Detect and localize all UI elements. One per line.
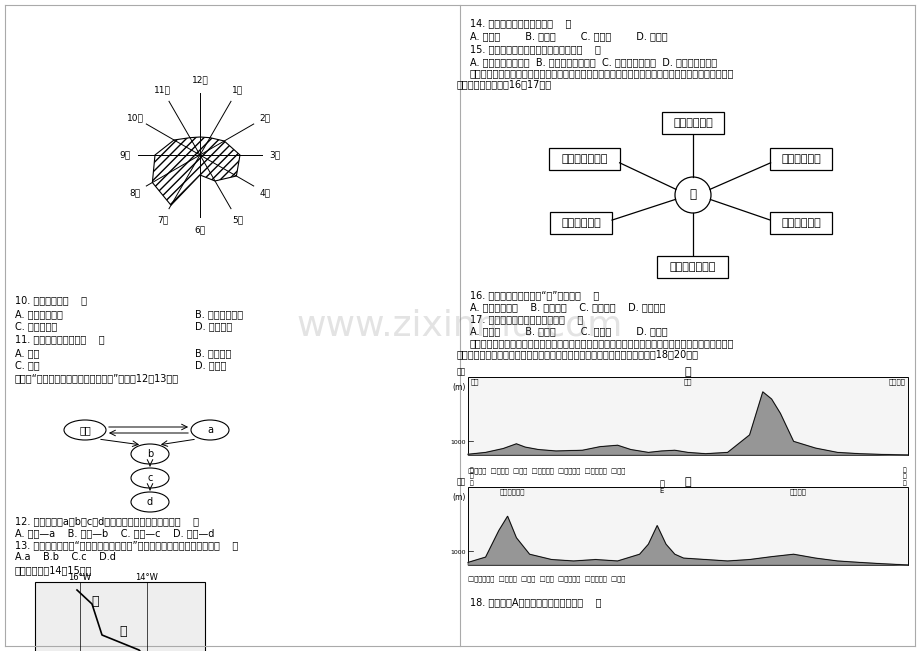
Text: 8月: 8月	[130, 188, 141, 197]
Text: 16. 图中所示的中心事象“甲”可能是（    ）: 16. 图中所示的中心事象“甲”可能是（ ）	[470, 290, 598, 300]
Text: A. 亚热带季风区: A. 亚热带季风区	[15, 309, 62, 319]
Text: □常绿阔叶林  □针叶林  □草原  □荆漠  □温带草原  □苔原冻原  □冰原: □常绿阔叶林 □针叶林 □草原 □荆漠 □温带草原 □苔原冻原 □冰原	[468, 575, 625, 581]
Text: 5月: 5月	[232, 215, 243, 225]
Text: A. 太平洋        B. 大西洋        C. 印度洋        D. 北冰洋: A. 太平洋 B. 大西洋 C. 印度洋 D. 北冰洋	[470, 31, 667, 41]
Ellipse shape	[64, 420, 106, 440]
Bar	[468, 377, 907, 455]
FancyBboxPatch shape	[769, 212, 831, 234]
Polygon shape	[468, 392, 907, 455]
Text: 甲: 甲	[684, 367, 690, 377]
FancyBboxPatch shape	[769, 148, 831, 170]
Text: A. 珠江: A. 珠江	[15, 348, 40, 358]
Text: d: d	[147, 497, 153, 507]
Text: A. 溶洞—a    B. 裂谷—b    C. 瀑布—c    D. 沙丘—d: A. 溶洞—a B. 裂谷—b C. 瀑布—c D. 沙丘—d	[15, 528, 214, 538]
Text: 15. 图中洋流对相邻陆地环境的影响是（    ）: 15. 图中洋流对相邻陆地环境的影响是（ ）	[470, 44, 600, 54]
FancyBboxPatch shape	[550, 212, 611, 234]
Text: 2月: 2月	[259, 113, 270, 122]
Text: 水土流失加剑: 水土流失加剑	[780, 218, 820, 228]
Text: B. 塔里木河: B. 塔里木河	[195, 348, 231, 358]
Ellipse shape	[130, 444, 169, 464]
Text: b: b	[147, 449, 153, 459]
Text: A. 增加了湿、热程度  B. 降低了干、热程度  C. 减轻了寒冷状况  D. 加剑了干燥状况: A. 增加了湿、热程度 B. 降低了干、热程度 C. 减轻了寒冷状况 D. 加剑…	[470, 57, 716, 67]
Polygon shape	[468, 516, 907, 565]
Text: A. 人口数量增多    B. 气候变化    C. 森林破坏    D. 围湖造田: A. 人口数量增多 B. 气候变化 C. 森林破坏 D. 围湖造田	[470, 302, 664, 312]
Text: 径流量变率增大: 径流量变率增大	[669, 262, 715, 272]
Text: 北疏道东: 北疏道东	[789, 488, 806, 495]
Circle shape	[675, 177, 710, 213]
Text: 开罗山脉: 开罗山脉	[888, 378, 905, 385]
Text: 18. 甲图中，A处毁灭苔原植被是由于（    ）: 18. 甲图中，A处毁灭苔原植被是由于（ ）	[470, 597, 601, 607]
Text: 11月: 11月	[153, 85, 171, 94]
Text: a: a	[207, 425, 213, 435]
Text: 13. 沙尘暴发生时，“天昏地暗，日月无光”，造成此现象的外力作用属于（    ）: 13. 沙尘暴发生时，“天昏地暗，日月无光”，造成此现象的外力作用属于（ ）	[15, 540, 238, 550]
Text: 甲: 甲	[658, 479, 664, 488]
Text: 太
平
洋: 太 平 洋	[902, 467, 905, 486]
Text: 风化: 风化	[79, 425, 91, 435]
Bar	[468, 487, 907, 565]
Text: C. 温带季风区: C. 温带季风区	[15, 321, 57, 331]
Text: 11. 该河流最有可能是（    ）: 11. 该河流最有可能是（ ）	[15, 334, 105, 344]
Text: 海拔: 海拔	[456, 477, 466, 486]
Text: (m): (m)	[452, 383, 466, 392]
FancyBboxPatch shape	[662, 112, 723, 134]
Text: 水旱灾害增多: 水旱灾害增多	[673, 118, 712, 128]
Text: (m): (m)	[452, 493, 466, 502]
FancyBboxPatch shape	[549, 148, 619, 170]
Text: E: E	[659, 488, 664, 494]
Text: 14. 图中洋流所在的大洋为（    ）: 14. 图中洋流所在的大洋为（ ）	[470, 18, 571, 28]
Text: □荒漠带  □采叶林  □草原  □热带雨林  □热带草原  □热带荆棘  □苔原: □荒漠带 □采叶林 □草原 □热带雨林 □热带草原 □热带荆棘 □苔原	[468, 467, 625, 474]
Text: B. 我国西北地区: B. 我国西北地区	[195, 309, 243, 319]
Bar	[35, 582, 205, 651]
Text: 16°W: 16°W	[68, 573, 91, 582]
Text: 赤道: 赤道	[683, 378, 691, 385]
Text: 10. 该河流位于（    ）: 10. 该河流位于（ ）	[15, 295, 87, 305]
Text: 北极: 北极	[471, 378, 479, 385]
Text: 地理环境中各事象之间是相互联系的，若某事象发生变化就会给其他事象带来影响，甄至整个环境状态: 地理环境中各事象之间是相互联系的，若某事象发生变化就会给其他事象带来影响，甄至整…	[470, 68, 733, 78]
Text: 9月: 9月	[119, 150, 130, 159]
Text: A. 综合性        B. 区域性        C. 整体性        D. 差异性: A. 综合性 B. 区域性 C. 整体性 D. 差异性	[470, 326, 667, 336]
Text: 大陆从沿海向内陆以及山地从山麓向山顶自然带的地域分异示意图。据此完成18～20题。: 大陆从沿海向内陆以及山地从山麓向山顶自然带的地域分异示意图。据此完成18～20题…	[457, 349, 698, 359]
Text: 12. 下列绒貌与a、b、c、d所示外力作用对应正确的是（    ）: 12. 下列绒貌与a、b、c、d所示外力作用对应正确的是（ ）	[15, 516, 199, 526]
Text: C. 淮河: C. 淮河	[15, 360, 40, 370]
Text: 7月: 7月	[157, 215, 168, 225]
Text: 读右假“五种外力作用相互关系示意图”，回等12～13题。: 读右假“五种外力作用相互关系示意图”，回等12～13题。	[15, 373, 179, 383]
Text: 的变化。读下图完成16～17题。: 的变化。读下图完成16～17题。	[457, 79, 551, 89]
Text: 1月: 1月	[232, 85, 243, 94]
Text: c: c	[147, 473, 153, 483]
Text: D. 高寒地带: D. 高寒地带	[195, 321, 232, 331]
Text: 温室效应增强: 温室效应增强	[780, 154, 820, 164]
Ellipse shape	[130, 468, 169, 488]
Text: 洋: 洋	[91, 595, 98, 608]
FancyBboxPatch shape	[657, 256, 728, 278]
Text: 12月: 12月	[191, 76, 208, 85]
Text: 阿尔卤斯山脉: 阿尔卤斯山脉	[499, 488, 524, 495]
Text: 流: 流	[119, 625, 127, 638]
Text: 1000: 1000	[450, 439, 466, 445]
Text: 4月: 4月	[259, 188, 270, 197]
Text: 海拔: 海拔	[456, 367, 466, 376]
Text: 3月: 3月	[269, 150, 280, 159]
Text: 6月: 6月	[194, 225, 205, 234]
Text: 14°W: 14°W	[135, 573, 158, 582]
Text: 土地荒漠化加剑: 土地荒漠化加剑	[562, 154, 607, 164]
Text: 甲: 甲	[688, 189, 696, 202]
Text: A.a    B.b    C.c    D.d: A.a B.b C.c D.d	[15, 552, 116, 562]
Text: www.zixinmu.com: www.zixinmu.com	[297, 309, 622, 343]
Text: 土壤肖力下降: 土壤肖力下降	[561, 218, 600, 228]
Text: 太
西
洋: 太 西 洋	[470, 467, 473, 486]
Text: 1000: 1000	[450, 549, 466, 555]
Text: 读下图，回等14～15题。: 读下图，回等14～15题。	[15, 565, 93, 575]
Text: D. 松花江: D. 松花江	[195, 360, 226, 370]
Text: 17. 上图反映了自然地理环境的（    ）: 17. 上图反映了自然地理环境的（ ）	[470, 314, 583, 324]
Text: 图中甲图为非洲和欧洲大陆由赤道到两极以及山地从山麓向山顶自然带的地域分异示意图，乙图为亚欧: 图中甲图为非洲和欧洲大陆由赤道到两极以及山地从山麓向山顶自然带的地域分异示意图，…	[470, 338, 733, 348]
Ellipse shape	[130, 492, 169, 512]
Text: 10月: 10月	[127, 113, 143, 122]
Text: 乙: 乙	[684, 477, 690, 487]
Ellipse shape	[191, 420, 229, 440]
